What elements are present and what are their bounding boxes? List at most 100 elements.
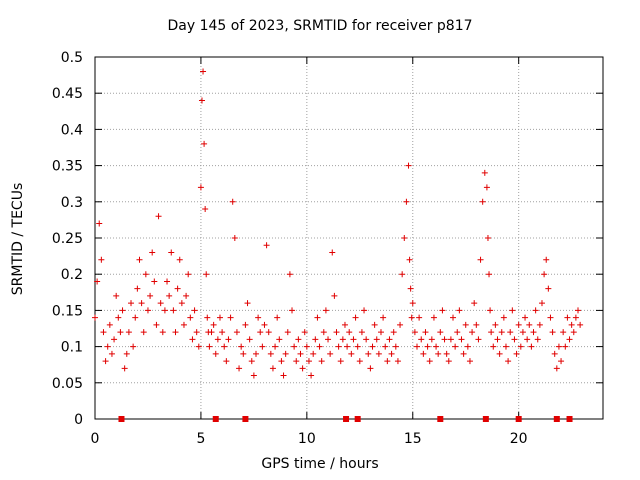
data-point [185, 271, 192, 278]
y-tick-label: 0.15 [52, 303, 83, 319]
data-point [388, 350, 395, 357]
data-point [229, 198, 236, 205]
data-point [337, 358, 344, 365]
zero-marker [515, 416, 522, 422]
data-point [530, 329, 537, 336]
data-point [231, 235, 238, 241]
data-point [172, 329, 179, 336]
data-point [456, 307, 463, 314]
data-point [471, 300, 478, 307]
plot-border [94, 56, 604, 420]
data-point [333, 329, 340, 336]
data-point [484, 235, 491, 241]
data-point [441, 336, 448, 343]
data-point [128, 300, 135, 307]
data-point [204, 314, 211, 321]
data-point [238, 343, 245, 350]
data-point [106, 321, 113, 328]
data-point [492, 321, 499, 328]
data-point [494, 336, 501, 343]
y-tick-label: 0.1 [61, 340, 83, 356]
data-point [528, 343, 535, 350]
data-point [149, 249, 156, 256]
data-point [380, 314, 387, 321]
data-point [216, 314, 223, 321]
data-point [201, 140, 208, 147]
data-point [119, 307, 126, 314]
data-point [265, 329, 272, 336]
data-point [346, 329, 353, 336]
data-point [479, 198, 486, 205]
data-point [490, 343, 497, 350]
data-point [454, 329, 461, 336]
data-point [549, 329, 556, 336]
data-point [183, 292, 190, 299]
data-point [125, 329, 132, 336]
data-point [577, 321, 584, 328]
data-point [272, 343, 279, 350]
data-point [466, 358, 473, 365]
data-point [130, 343, 137, 350]
data-point [289, 307, 296, 314]
data-point [367, 365, 374, 372]
x-tick-label: 0 [91, 431, 100, 447]
data-point [212, 350, 219, 357]
data-point [96, 220, 103, 227]
data-point [214, 336, 221, 343]
data-point [174, 285, 181, 292]
data-point [115, 314, 122, 321]
data-point [223, 358, 230, 365]
data-point [308, 372, 315, 379]
data-point [352, 314, 359, 321]
data-point [303, 343, 310, 350]
data-point [325, 336, 332, 343]
data-point [475, 336, 482, 343]
data-point [481, 169, 488, 176]
data-point [301, 329, 308, 336]
data-point [253, 350, 260, 357]
data-points [92, 68, 584, 379]
data-point [435, 350, 442, 357]
data-point [178, 300, 185, 307]
data-point [305, 358, 312, 365]
y-tick-label: 0 [74, 412, 83, 428]
data-point [407, 285, 414, 292]
data-point [295, 336, 302, 343]
x-tick-label: 20 [510, 431, 528, 447]
data-point [191, 307, 198, 314]
data-point [377, 329, 384, 336]
data-point [221, 343, 228, 350]
data-point [363, 336, 370, 343]
x-axis-label: GPS time / hours [261, 456, 379, 472]
data-point [358, 329, 365, 336]
data-point [488, 329, 495, 336]
data-point [408, 314, 415, 321]
data-point [532, 307, 539, 314]
data-point [195, 343, 202, 350]
data-point [267, 350, 274, 357]
data-point [509, 307, 516, 314]
data-point [572, 314, 579, 321]
data-point [371, 321, 378, 328]
data-point [558, 358, 565, 365]
data-point [517, 343, 524, 350]
data-point [269, 365, 276, 372]
data-point [538, 300, 545, 307]
data-point [566, 336, 573, 343]
data-point [197, 184, 204, 191]
data-point [511, 336, 518, 343]
data-point [219, 329, 226, 336]
data-point [250, 372, 257, 379]
data-point [236, 365, 243, 372]
data-point [242, 321, 249, 328]
data-point [108, 350, 115, 357]
data-point [403, 198, 410, 205]
zero-marker [242, 416, 249, 422]
data-point [386, 336, 393, 343]
data-point [420, 350, 427, 357]
data-point [286, 271, 293, 278]
data-point [411, 329, 418, 336]
data-point [144, 307, 151, 314]
data-point [240, 350, 247, 357]
data-point [409, 300, 416, 307]
